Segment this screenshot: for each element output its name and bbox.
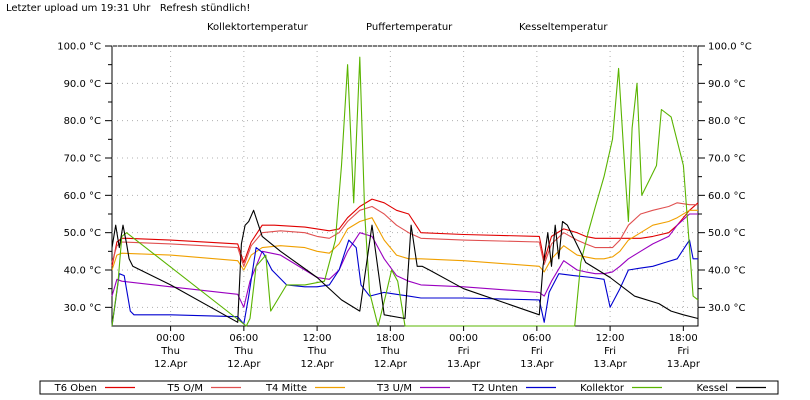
y-tick-label-right: 80.0 °C — [708, 116, 745, 127]
series-lines — [111, 56, 699, 327]
x-tick-date: 13.Apr — [447, 359, 481, 370]
axis-ticks — [105, 45, 705, 331]
series-line-3 — [111, 213, 698, 308]
y-tick-label-right: 50.0 °C — [708, 228, 745, 239]
legend-box — [39, 380, 779, 395]
x-tick-day: Thu — [233, 346, 253, 357]
y-tick-label-left: 40.0 °C — [64, 266, 101, 277]
x-axis: 00:00 Thu 12.Apr 06:00 Thu 12.Apr 12:00 Thu 12.A… — [154, 333, 701, 370]
x-tick-time: 06:00 — [522, 333, 551, 344]
y-tick-label-right: 100.0 °C — [708, 42, 752, 53]
legend-label: T3 U/M — [376, 383, 412, 394]
y-tick-label-left: 30.0 °C — [64, 303, 101, 314]
x-tick-time: 18:00 — [376, 333, 405, 344]
legend-label: Kollektor — [580, 383, 625, 394]
legend-label: T4 Mitte — [265, 383, 307, 394]
series-line-1 — [111, 202, 698, 267]
x-tick-day: Fri — [677, 346, 689, 357]
x-tick-time: 12:00 — [596, 333, 625, 344]
series-line-0 — [111, 198, 699, 267]
upload-status-text: Letzter upload um 19:31 Uhr Refresh stün… — [6, 3, 251, 14]
x-tick-day: Fri — [604, 346, 616, 357]
series-line-4 — [111, 239, 698, 327]
x-tick-day: Fri — [531, 346, 543, 357]
y-tick-label-left: 90.0 °C — [64, 79, 101, 90]
x-tick-time: 00:00 — [156, 333, 185, 344]
legend: T6 Oben T5 O/M T4 Mitte T3 U/M T2 Unten Kolle… — [39, 380, 779, 395]
legend-label: Kessel — [696, 383, 728, 394]
grid-lines — [112, 45, 698, 326]
x-tick-date: 13.Apr — [593, 359, 627, 370]
panel-title-kessel: Kesseltemperatur — [519, 22, 608, 33]
x-tick-day: Fri — [458, 346, 470, 357]
series-line-5 — [111, 56, 699, 327]
y-tick-label-right: 60.0 °C — [708, 191, 745, 202]
y-tick-label-left: 100.0 °C — [57, 42, 101, 53]
y-tick-label-left: 60.0 °C — [64, 191, 101, 202]
x-tick-day: Thu — [160, 346, 180, 357]
x-tick-time: 00:00 — [449, 333, 478, 344]
panel-title-puffer: Puffertemperatur — [366, 22, 453, 33]
y-tick-label-right: 90.0 °C — [708, 79, 745, 90]
x-tick-day: Thu — [380, 346, 400, 357]
series-line-6 — [111, 209, 699, 323]
legend-label: T2 Unten — [471, 383, 518, 394]
series-line-2 — [111, 209, 698, 273]
panel-title-kollektor: Kollektortemperatur — [207, 22, 308, 33]
legend-label: T5 O/M — [166, 383, 203, 394]
x-tick-date: 13.Apr — [667, 359, 701, 370]
y-tick-label-left: 80.0 °C — [64, 116, 101, 127]
x-tick-time: 06:00 — [229, 333, 258, 344]
x-tick-date: 12.Apr — [300, 359, 334, 370]
y-tick-label-right: 30.0 °C — [708, 303, 745, 314]
y-axis-left: 30.0 °C 40.0 °C 50.0 °C 60.0 °C 70.0 °C 80.0 … — [57, 42, 101, 314]
x-tick-day: Thu — [307, 346, 327, 357]
x-tick-date: 13.Apr — [520, 359, 554, 370]
x-tick-time: 18:00 — [669, 333, 698, 344]
x-tick-date: 12.Apr — [154, 359, 188, 370]
y-tick-label-left: 70.0 °C — [64, 154, 101, 165]
y-axis-right: 30.0 °C 40.0 °C 50.0 °C 60.0 °C 70.0 °C 80.0 … — [708, 42, 752, 314]
y-tick-label-right: 70.0 °C — [708, 154, 745, 165]
y-tick-label-right: 40.0 °C — [708, 266, 745, 277]
x-tick-date: 12.Apr — [227, 359, 261, 370]
legend-label: T6 Oben — [54, 383, 97, 394]
y-tick-label-left: 50.0 °C — [64, 228, 101, 239]
x-tick-date: 12.Apr — [374, 359, 408, 370]
x-tick-time: 12:00 — [303, 333, 332, 344]
